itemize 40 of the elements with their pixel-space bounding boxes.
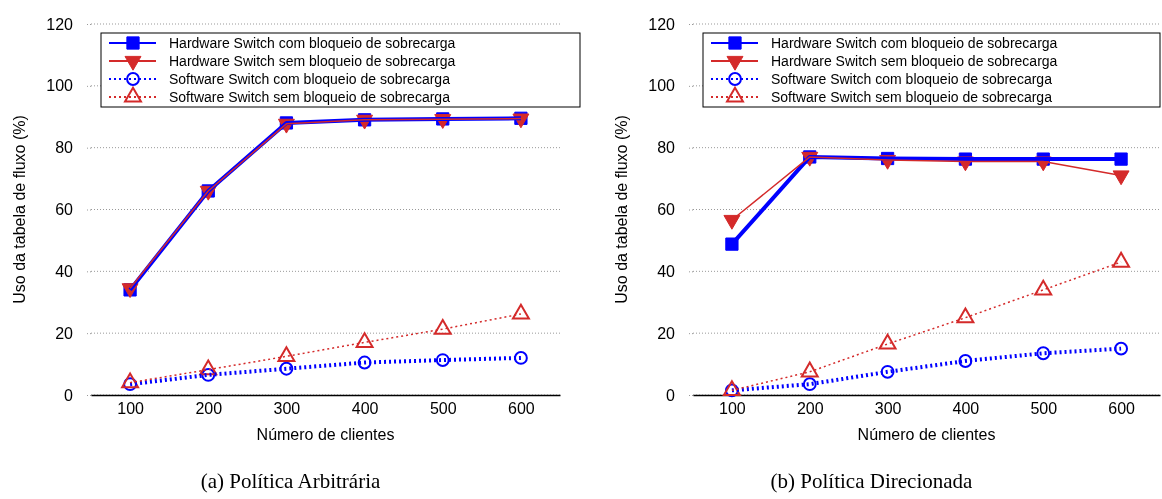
legend-label: Hardware Switch com bloqueio de sobrecarga bbox=[771, 35, 1058, 51]
y-tick-label: 100 bbox=[46, 77, 74, 95]
y-tick-label: 60 bbox=[55, 201, 74, 219]
legend-label: Software Switch sem bloqueio de sobrecarga bbox=[169, 89, 451, 105]
text: (b) Política Direcionada bbox=[770, 469, 974, 493]
y-tick-label: 20 bbox=[55, 324, 74, 342]
x-axis-title: Número de clientes bbox=[857, 426, 996, 443]
x-tick-label: 600 bbox=[1108, 400, 1136, 418]
x-tick-label: 200 bbox=[796, 400, 824, 418]
y-tick-label: 100 bbox=[648, 77, 676, 95]
legend-label: Hardware Switch com bloqueio de sobrecarga bbox=[169, 35, 456, 51]
x-axis-title: Número de clientes bbox=[256, 426, 395, 443]
y-tick-label: 40 bbox=[657, 262, 676, 280]
x-tick-label: 200 bbox=[195, 400, 223, 418]
y-tick-label: 40 bbox=[55, 262, 74, 280]
legend-label: Software Switch sem bloqueio de sobrecarga bbox=[771, 89, 1053, 105]
x-tick-label: 400 bbox=[952, 400, 980, 418]
legend-label: Software Switch com bloqueio de sobrecarga bbox=[771, 71, 1053, 87]
x-tick-label: 100 bbox=[117, 400, 145, 418]
text: (a) Política Arbitrária bbox=[200, 469, 381, 493]
y-tick-label: 0 bbox=[666, 386, 676, 404]
x-tick-label: 500 bbox=[429, 400, 457, 418]
y-axis-title: Uso da tabela de fluxo (%) bbox=[11, 115, 28, 304]
y-tick-label: 120 bbox=[648, 15, 676, 33]
legend-label: Software Switch com bloqueio de sobrecarga bbox=[169, 71, 451, 87]
legend-label: Hardware Switch sem bloqueio de sobrecarga bbox=[169, 53, 456, 69]
x-tick-label: 300 bbox=[874, 400, 902, 418]
x-tick-label: 300 bbox=[273, 400, 301, 418]
y-axis-title: Uso da tabela de fluxo (%) bbox=[613, 115, 630, 304]
x-tick-label: 100 bbox=[719, 400, 746, 418]
y-tick-label: 0 bbox=[64, 386, 74, 404]
x-tick-label: 600 bbox=[508, 400, 535, 418]
y-tick-label: 80 bbox=[55, 139, 74, 157]
y-tick-label: 60 bbox=[657, 201, 676, 219]
x-tick-label: 500 bbox=[1030, 400, 1058, 418]
y-tick-label: 20 bbox=[657, 324, 676, 342]
x-tick-label: 400 bbox=[351, 400, 379, 418]
y-tick-label: 80 bbox=[657, 139, 676, 157]
legend-label: Hardware Switch sem bloqueio de sobrecarga bbox=[771, 53, 1058, 69]
y-tick-label: 120 bbox=[46, 15, 74, 33]
